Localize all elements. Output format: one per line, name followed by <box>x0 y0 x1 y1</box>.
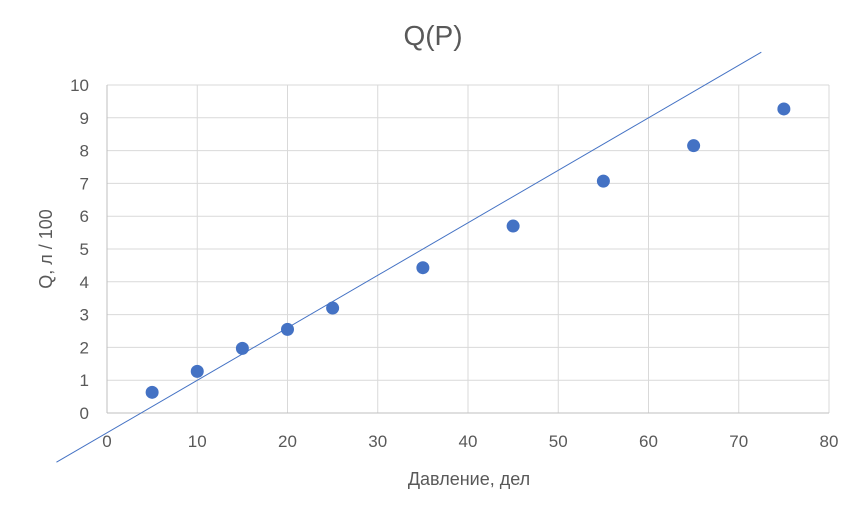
tick-labels: 0 10 20 30 40 50 60 70 80 0 1 2 3 4 5 6 7 8 9 10 <box>70 76 838 451</box>
data-point <box>235 341 249 355</box>
x-tick-label: 0 <box>102 432 111 451</box>
data-point <box>596 174 610 188</box>
data-points <box>145 102 791 399</box>
y-tick-label: 9 <box>80 109 89 128</box>
trendline <box>56 51 762 463</box>
x-axis-label: Давление, дел <box>408 469 530 489</box>
x-tick-label: 40 <box>459 432 478 451</box>
x-tick-label: 30 <box>368 432 387 451</box>
x-tick-label: 10 <box>188 432 207 451</box>
y-tick-label: 8 <box>80 142 89 161</box>
y-tick-label: 4 <box>80 273 89 292</box>
y-tick-label: 10 <box>70 76 89 95</box>
data-point <box>416 261 430 275</box>
axes <box>106 85 829 414</box>
data-point <box>326 301 340 315</box>
data-point <box>687 139 701 153</box>
x-tick-label: 20 <box>278 432 297 451</box>
chart-title: Q(P) <box>403 20 462 51</box>
data-point <box>145 385 159 399</box>
y-tick-label: 6 <box>80 207 89 226</box>
y-tick-label: 3 <box>80 306 89 325</box>
y-tick-label: 7 <box>80 174 89 193</box>
data-point <box>506 219 520 233</box>
x-tick-label: 80 <box>820 432 839 451</box>
x-tick-label: 60 <box>639 432 658 451</box>
y-axis-label: Q, л / 100 <box>36 209 56 289</box>
grid-lines <box>107 84 830 413</box>
data-point <box>777 102 791 116</box>
x-tick-label: 50 <box>549 432 568 451</box>
y-tick-label: 2 <box>80 338 89 357</box>
data-point <box>281 322 294 336</box>
y-tick-label: 5 <box>80 240 89 259</box>
x-tick-label: 70 <box>729 432 748 451</box>
y-tick-label: 0 <box>80 404 89 423</box>
y-tick-label: 1 <box>80 371 89 390</box>
trendline-layer <box>56 51 762 463</box>
data-point <box>190 364 204 378</box>
